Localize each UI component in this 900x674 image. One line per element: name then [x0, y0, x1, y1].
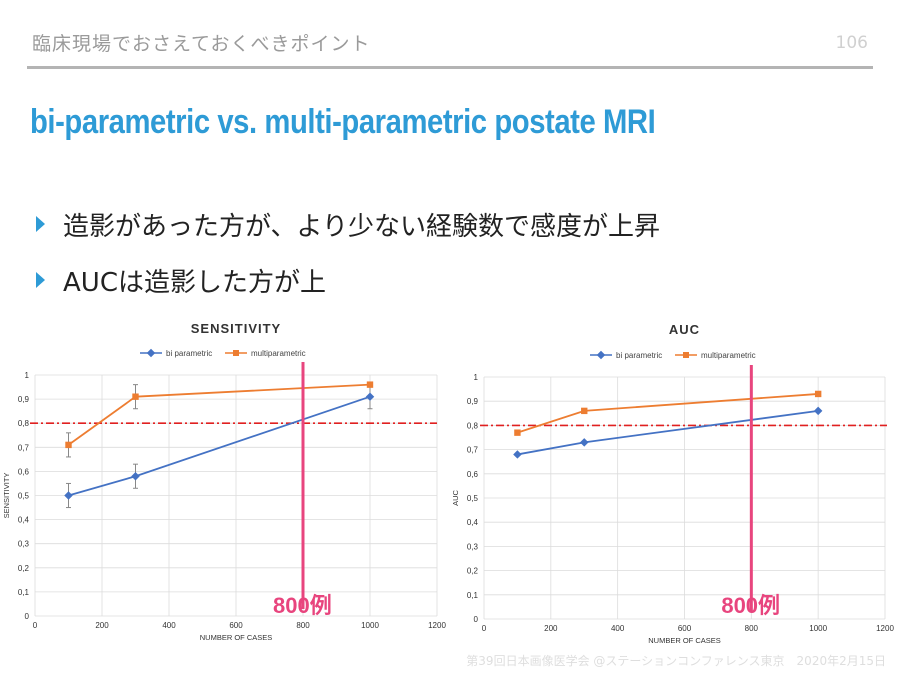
data-point: [132, 393, 139, 400]
y-tick-label: 0,8: [18, 419, 30, 428]
y-tick-label: 0,6: [18, 467, 30, 476]
x-tick-label: 600: [229, 621, 243, 630]
annotation-label: 800例: [273, 593, 332, 618]
x-tick-label: 1200: [428, 621, 446, 630]
y-tick-label: 0,6: [467, 470, 479, 479]
annotation-label: 800例: [721, 593, 780, 618]
x-tick-label: 0: [33, 621, 38, 630]
x-tick-label: 1200: [876, 624, 894, 633]
auc-chart: AUC bi parametric multiparametric 0 0,1 0,2 0,…: [451, 322, 894, 645]
x-tick-label: 1000: [809, 624, 827, 633]
data-point: [65, 441, 72, 449]
data-point: [513, 450, 522, 459]
bullet-text: AUCは造影した方が上: [63, 267, 326, 298]
triangle-bullet-icon: [36, 216, 45, 232]
x-tick-label: 400: [611, 624, 625, 633]
legend-marker: [233, 350, 239, 356]
legend-marker: [146, 348, 156, 358]
page-number: 106: [835, 33, 868, 53]
y-tick-label: 0,1: [467, 591, 479, 600]
y-tick-label: 0: [25, 612, 30, 621]
y-axis-label: SENSITIVITY: [2, 473, 11, 519]
y-tick-label: 0,9: [18, 395, 30, 404]
y-tick-label: 0,4: [467, 518, 479, 527]
y-tick-label: 1: [474, 373, 479, 382]
y-tick-label: 0,2: [467, 567, 479, 576]
data-point: [366, 381, 374, 388]
x-axis-label: NUMBER OF CASES: [200, 633, 273, 642]
legend-marker: [596, 350, 606, 360]
x-axis-label: NUMBER OF CASES: [648, 636, 721, 645]
chart-title: SENSITIVITY: [191, 321, 281, 336]
bullet-text: 造影があった方が、より少ない経験数で感度が上昇: [63, 211, 660, 242]
data-point: [813, 406, 823, 416]
y-tick-label: 0,3: [18, 540, 30, 549]
header-rule: [27, 66, 873, 69]
x-tick-label: 1000: [361, 621, 379, 630]
y-tick-label: 0,2: [18, 564, 30, 573]
data-point: [64, 491, 73, 500]
x-tick-label: 200: [95, 621, 109, 630]
sensitivity-chart: SENSITIVITY bi parametric multiparametric 0…: [2, 321, 446, 642]
y-tick-label: 0,7: [18, 443, 30, 452]
data-point: [131, 471, 140, 481]
y-tick-label: 0,1: [18, 588, 30, 597]
legend-label: bi parametric: [166, 349, 212, 358]
bullet-item: AUCは造影した方が上: [36, 252, 660, 308]
bullet-list: 造影があった方が、より少ない経験数で感度が上昇 AUCは造影した方が上: [36, 196, 660, 308]
y-tick-label: 0,3: [467, 542, 479, 551]
data-point: [581, 407, 588, 415]
y-tick-label: 0,7: [467, 446, 479, 455]
x-tick-label: 800: [296, 621, 310, 630]
y-tick-label: 0,9: [467, 397, 479, 406]
data-point: [814, 390, 822, 398]
legend-label: bi parametric: [616, 351, 662, 360]
footer-text: 第39回日本画像医学会 @ステーションコンファレンス東京 2020年2月15日: [466, 654, 886, 668]
triangle-bullet-icon: [36, 272, 45, 288]
header-title: 臨床現場でおさえておくべきポイント: [32, 33, 371, 55]
legend-marker: [683, 352, 689, 358]
y-tick-label: 0,5: [467, 494, 479, 503]
slide-title: bi-parametric vs. multi-parametric posta…: [30, 103, 656, 141]
x-tick-label: 800: [745, 624, 759, 633]
y-tick-label: 1: [25, 371, 30, 380]
series-line: [67, 383, 371, 446]
data-point: [365, 392, 375, 401]
y-tick-label: 0: [474, 615, 479, 624]
y-tick-label: 0,8: [467, 421, 479, 430]
x-tick-label: 600: [678, 624, 692, 633]
series-line: [517, 393, 819, 434]
x-tick-label: 0: [482, 624, 487, 633]
data-point: [514, 429, 521, 436]
legend-label: multiparametric: [251, 349, 306, 358]
legend-label: multiparametric: [701, 351, 756, 360]
data-point: [580, 438, 589, 447]
x-tick-label: 200: [544, 624, 558, 633]
y-tick-label: 0,5: [18, 492, 30, 501]
y-tick-label: 0,4: [18, 516, 30, 525]
bullet-item: 造影があった方が、より少ない経験数で感度が上昇: [36, 196, 660, 252]
y-axis-label: AUC: [451, 490, 460, 506]
x-tick-label: 400: [162, 621, 176, 630]
chart-title: AUC: [669, 322, 700, 337]
